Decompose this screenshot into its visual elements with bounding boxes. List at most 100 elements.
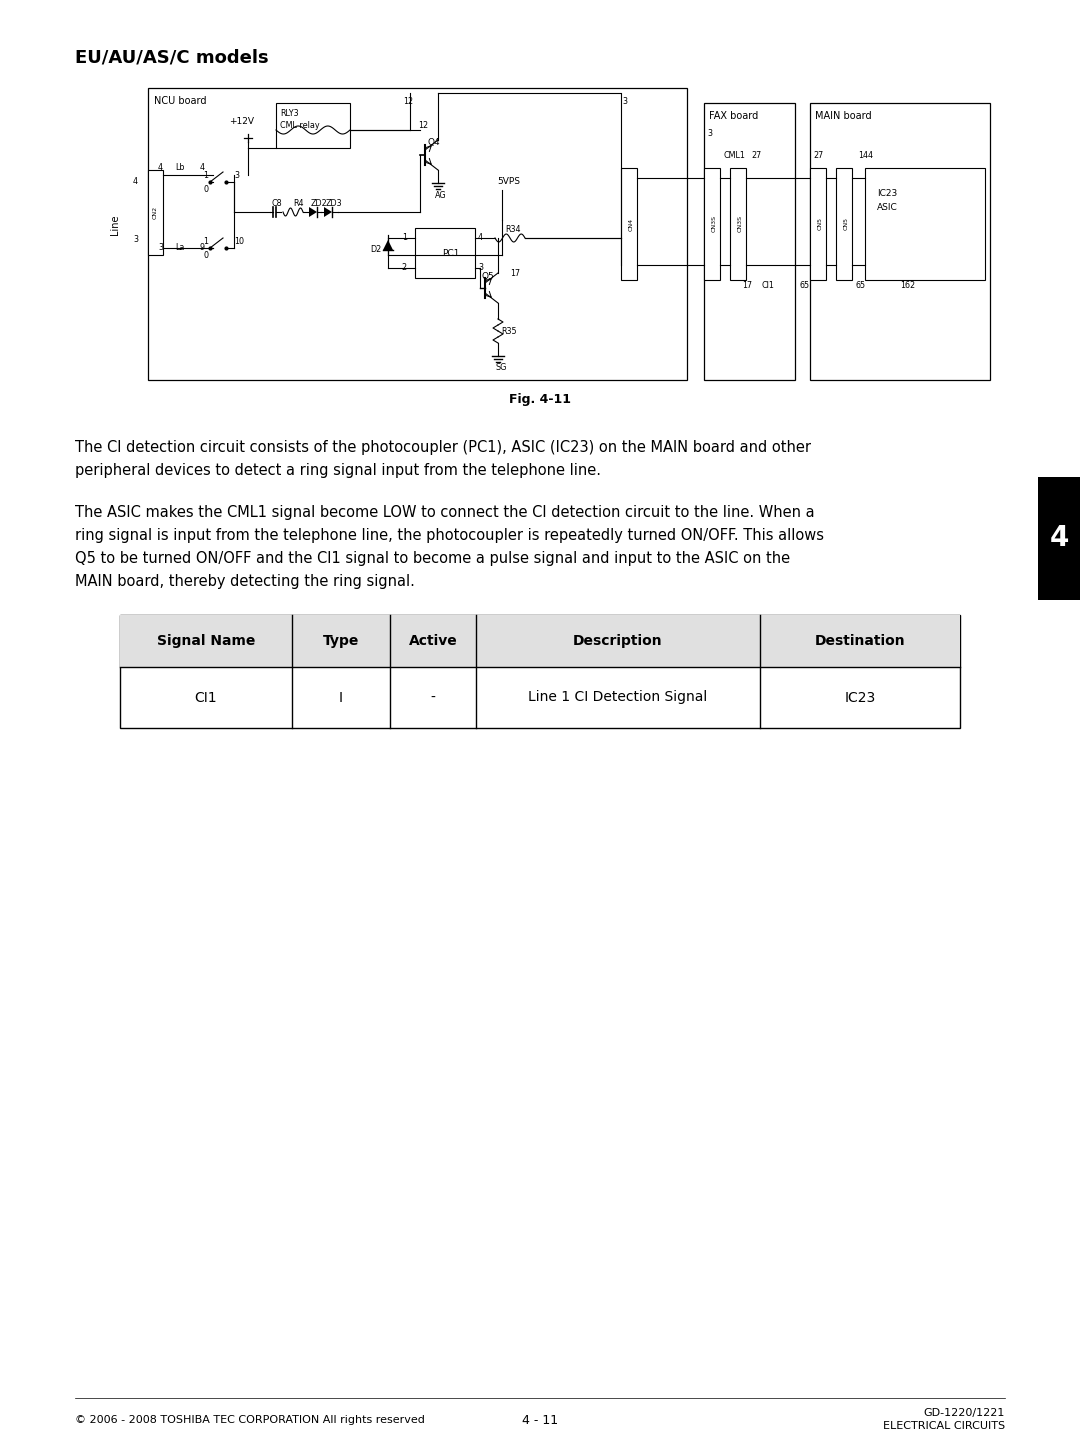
Text: 1: 1 <box>402 233 407 242</box>
Text: CN2: CN2 <box>153 206 158 219</box>
Text: 3: 3 <box>234 170 239 180</box>
Text: R4: R4 <box>293 199 303 208</box>
Bar <box>810 169 826 280</box>
Text: ring signal is input from the telephone line, the photocoupler is repeatedly tur: ring signal is input from the telephone … <box>75 527 824 543</box>
Text: The CI detection circuit consists of the photocoupler (PC1), ASIC (IC23) on the : The CI detection circuit consists of the… <box>75 440 811 455</box>
Bar <box>120 615 960 667</box>
Text: Type: Type <box>323 634 360 648</box>
Text: Q5: Q5 <box>482 271 495 281</box>
Text: NCU board: NCU board <box>154 97 206 107</box>
Text: R35: R35 <box>501 327 516 336</box>
Text: Q4: Q4 <box>428 137 441 147</box>
Text: IC23: IC23 <box>845 690 876 705</box>
Bar <box>415 228 475 278</box>
Polygon shape <box>324 208 332 218</box>
Text: CML relay: CML relay <box>280 121 320 130</box>
Text: CI1: CI1 <box>194 690 217 705</box>
Text: © 2006 - 2008 TOSHIBA TEC CORPORATION All rights reserved: © 2006 - 2008 TOSHIBA TEC CORPORATION Al… <box>75 1415 424 1425</box>
Text: ASIC: ASIC <box>877 203 897 212</box>
Polygon shape <box>383 241 393 249</box>
Bar <box>865 169 985 280</box>
Text: CN3S: CN3S <box>738 216 743 232</box>
Text: 2: 2 <box>402 264 407 272</box>
Text: Q5 to be turned ON/OFF and the CI1 signal to become a pulse signal and input to : Q5 to be turned ON/OFF and the CI1 signa… <box>75 550 791 566</box>
Text: 5VPS: 5VPS <box>497 177 519 186</box>
Text: CN4: CN4 <box>629 218 634 231</box>
Bar <box>148 170 163 255</box>
Text: I: I <box>339 690 343 705</box>
Text: FAX board: FAX board <box>708 111 758 121</box>
Bar <box>148 88 687 380</box>
Bar <box>621 169 637 280</box>
Text: Active: Active <box>408 634 457 648</box>
Text: 4: 4 <box>478 233 483 242</box>
Text: 4: 4 <box>133 177 138 186</box>
Bar <box>276 102 350 148</box>
Text: Fig. 4-11: Fig. 4-11 <box>509 393 571 406</box>
Text: 4: 4 <box>158 163 163 173</box>
Text: 9: 9 <box>200 244 205 252</box>
Bar <box>810 102 990 380</box>
Text: Signal Name: Signal Name <box>157 634 255 648</box>
Bar <box>704 102 795 380</box>
Text: CN3S: CN3S <box>712 216 717 232</box>
Bar <box>704 169 720 280</box>
Text: CI1: CI1 <box>762 281 774 290</box>
Text: 10: 10 <box>234 236 244 245</box>
Text: CN5: CN5 <box>818 218 823 231</box>
Text: 17: 17 <box>742 281 752 290</box>
Text: PC1: PC1 <box>442 248 459 258</box>
Text: 65: 65 <box>855 281 865 290</box>
Text: 3: 3 <box>622 97 627 105</box>
Text: 3: 3 <box>478 264 483 272</box>
Bar <box>730 169 746 280</box>
Text: Line 1 CI Detection Signal: Line 1 CI Detection Signal <box>528 690 707 705</box>
Text: CML1: CML1 <box>723 150 745 160</box>
Text: 17: 17 <box>510 269 521 278</box>
Text: 3: 3 <box>158 244 163 252</box>
Text: 1: 1 <box>203 236 208 245</box>
Text: 0: 0 <box>203 184 208 193</box>
Text: 27: 27 <box>813 150 823 160</box>
Text: SG: SG <box>495 363 507 373</box>
Text: +12V: +12V <box>229 118 254 127</box>
Polygon shape <box>309 208 318 218</box>
Bar <box>1038 477 1080 599</box>
Text: 4: 4 <box>1050 525 1069 552</box>
Text: AG: AG <box>435 190 447 199</box>
Text: 162: 162 <box>900 281 915 290</box>
Text: 27: 27 <box>751 150 761 160</box>
Text: ZD2: ZD2 <box>311 199 327 208</box>
Bar <box>120 615 960 728</box>
Text: 1: 1 <box>203 170 208 180</box>
Text: IC23: IC23 <box>877 189 897 197</box>
Text: CN5: CN5 <box>843 218 849 231</box>
Text: 12: 12 <box>418 121 428 130</box>
Text: GD-1220/1221: GD-1220/1221 <box>923 1408 1005 1418</box>
Text: La: La <box>175 244 185 252</box>
Text: Lb: Lb <box>175 163 185 173</box>
Text: ELECTRICAL CIRCUITS: ELECTRICAL CIRCUITS <box>882 1421 1005 1431</box>
Text: 0: 0 <box>203 251 208 259</box>
Text: 3: 3 <box>133 235 138 245</box>
Text: 12: 12 <box>403 97 413 105</box>
Text: RLY3: RLY3 <box>280 108 299 118</box>
Text: D2: D2 <box>370 245 381 255</box>
Text: Destination: Destination <box>814 634 905 648</box>
Text: peripheral devices to detect a ring signal input from the telephone line.: peripheral devices to detect a ring sign… <box>75 463 600 478</box>
Text: C8: C8 <box>271 199 282 208</box>
Text: EU/AU/AS/C models: EU/AU/AS/C models <box>75 49 269 66</box>
Text: Description: Description <box>573 634 663 648</box>
Text: MAIN board, thereby detecting the ring signal.: MAIN board, thereby detecting the ring s… <box>75 574 415 589</box>
Text: ZD3: ZD3 <box>326 199 342 208</box>
Text: 144: 144 <box>858 150 873 160</box>
Text: Line: Line <box>110 215 120 235</box>
Text: 4 - 11: 4 - 11 <box>522 1414 558 1427</box>
Text: 4: 4 <box>200 163 205 173</box>
Text: MAIN board: MAIN board <box>815 111 872 121</box>
Text: -: - <box>431 690 435 705</box>
Text: 65: 65 <box>800 281 810 290</box>
Bar <box>836 169 852 280</box>
Text: The ASIC makes the CML1 signal become LOW to connect the CI detection circuit to: The ASIC makes the CML1 signal become LO… <box>75 504 814 520</box>
Text: 3: 3 <box>707 128 712 137</box>
